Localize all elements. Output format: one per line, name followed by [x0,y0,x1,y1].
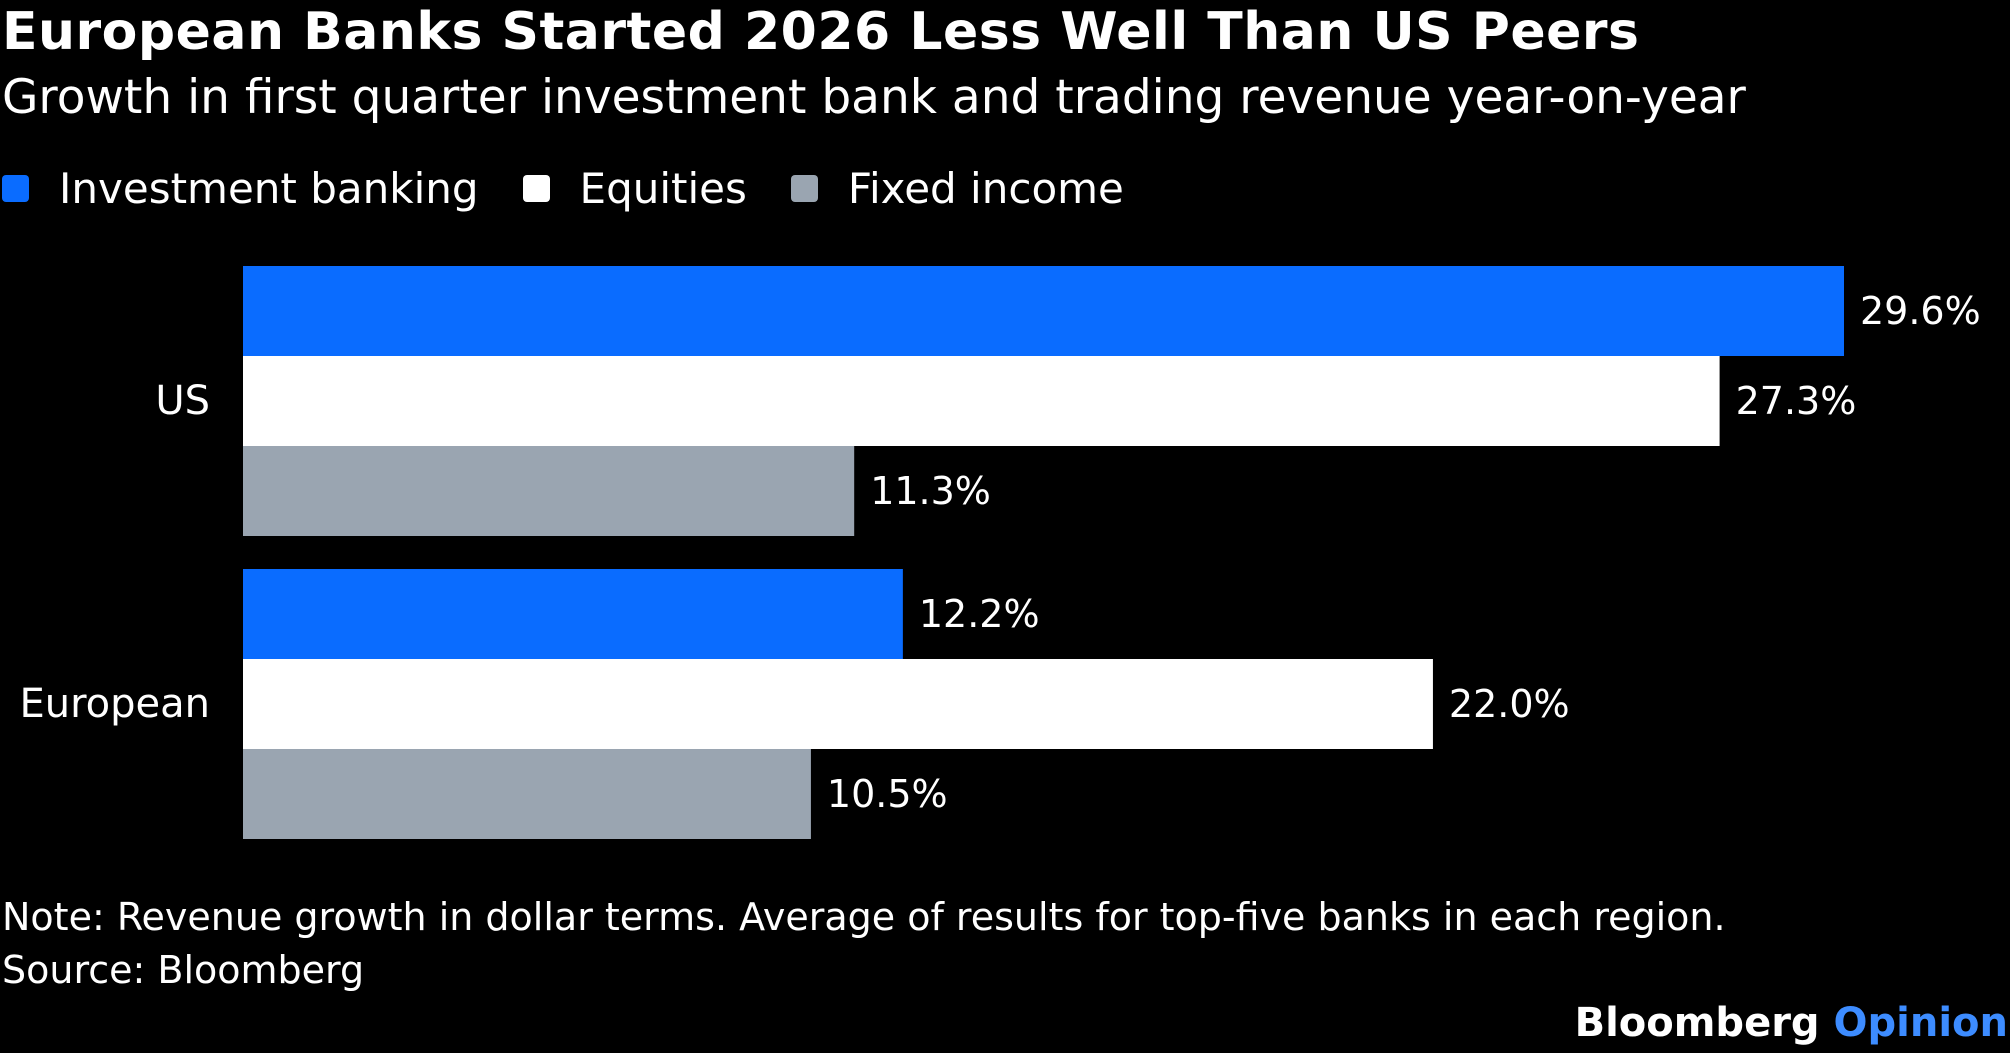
legend-item-investment-banking: Investment banking [2,164,479,213]
bar-us-equities [243,356,1720,446]
legend-label-equities: Equities [579,163,747,213]
bar-european-investment-banking [243,569,903,659]
bar-european-equities [243,659,1433,749]
category-label-european: European [19,681,210,727]
data-label-european-fixed-income: 10.5% [827,772,948,816]
chart-subtitle: Growth in first quarter investment bank … [2,70,1746,125]
category-label-us: US [155,378,210,424]
brand-name: Bloomberg [1574,1000,1820,1046]
brand-suffix: Opinion [1833,1000,2009,1046]
legend-swatch-investment-banking [2,174,29,202]
chart-legend: Investment banking Equities Fixed income [2,160,1168,216]
brand-logo: Bloomberg Opinion [1575,1000,2008,1046]
bar-us-investment-banking [243,266,1844,356]
legend-label-investment-banking: Investment banking [59,163,479,213]
legend-item-equities: Equities [522,163,747,213]
data-label-us-investment-banking: 29.6% [1860,289,1981,333]
bar-chart: US 29.6% 27.3% 11.3% European 12.2% 22.0% 10.5% [19,266,1981,839]
bar-european-fixed-income [243,749,811,839]
chart-source: Source: Bloomberg [2,948,365,992]
data-label-european-equities: 22.0% [1449,682,1570,726]
chart-note: Note: Revenue growth in dollar terms. Av… [2,895,1726,939]
legend-item-fixed-income: Fixed income [790,163,1124,213]
bar-us-fixed-income [243,446,855,536]
chart-title: European Banks Started 2026 Less Well Th… [2,2,1640,62]
legend-swatch-fixed-income [790,174,818,202]
legend-label-fixed-income: Fixed income [847,163,1124,213]
legend-swatch-equities [522,174,550,202]
data-label-us-fixed-income: 11.3% [870,469,991,513]
data-label-european-investment-banking: 12.2% [919,592,1040,636]
data-label-us-equities: 27.3% [1736,379,1857,423]
